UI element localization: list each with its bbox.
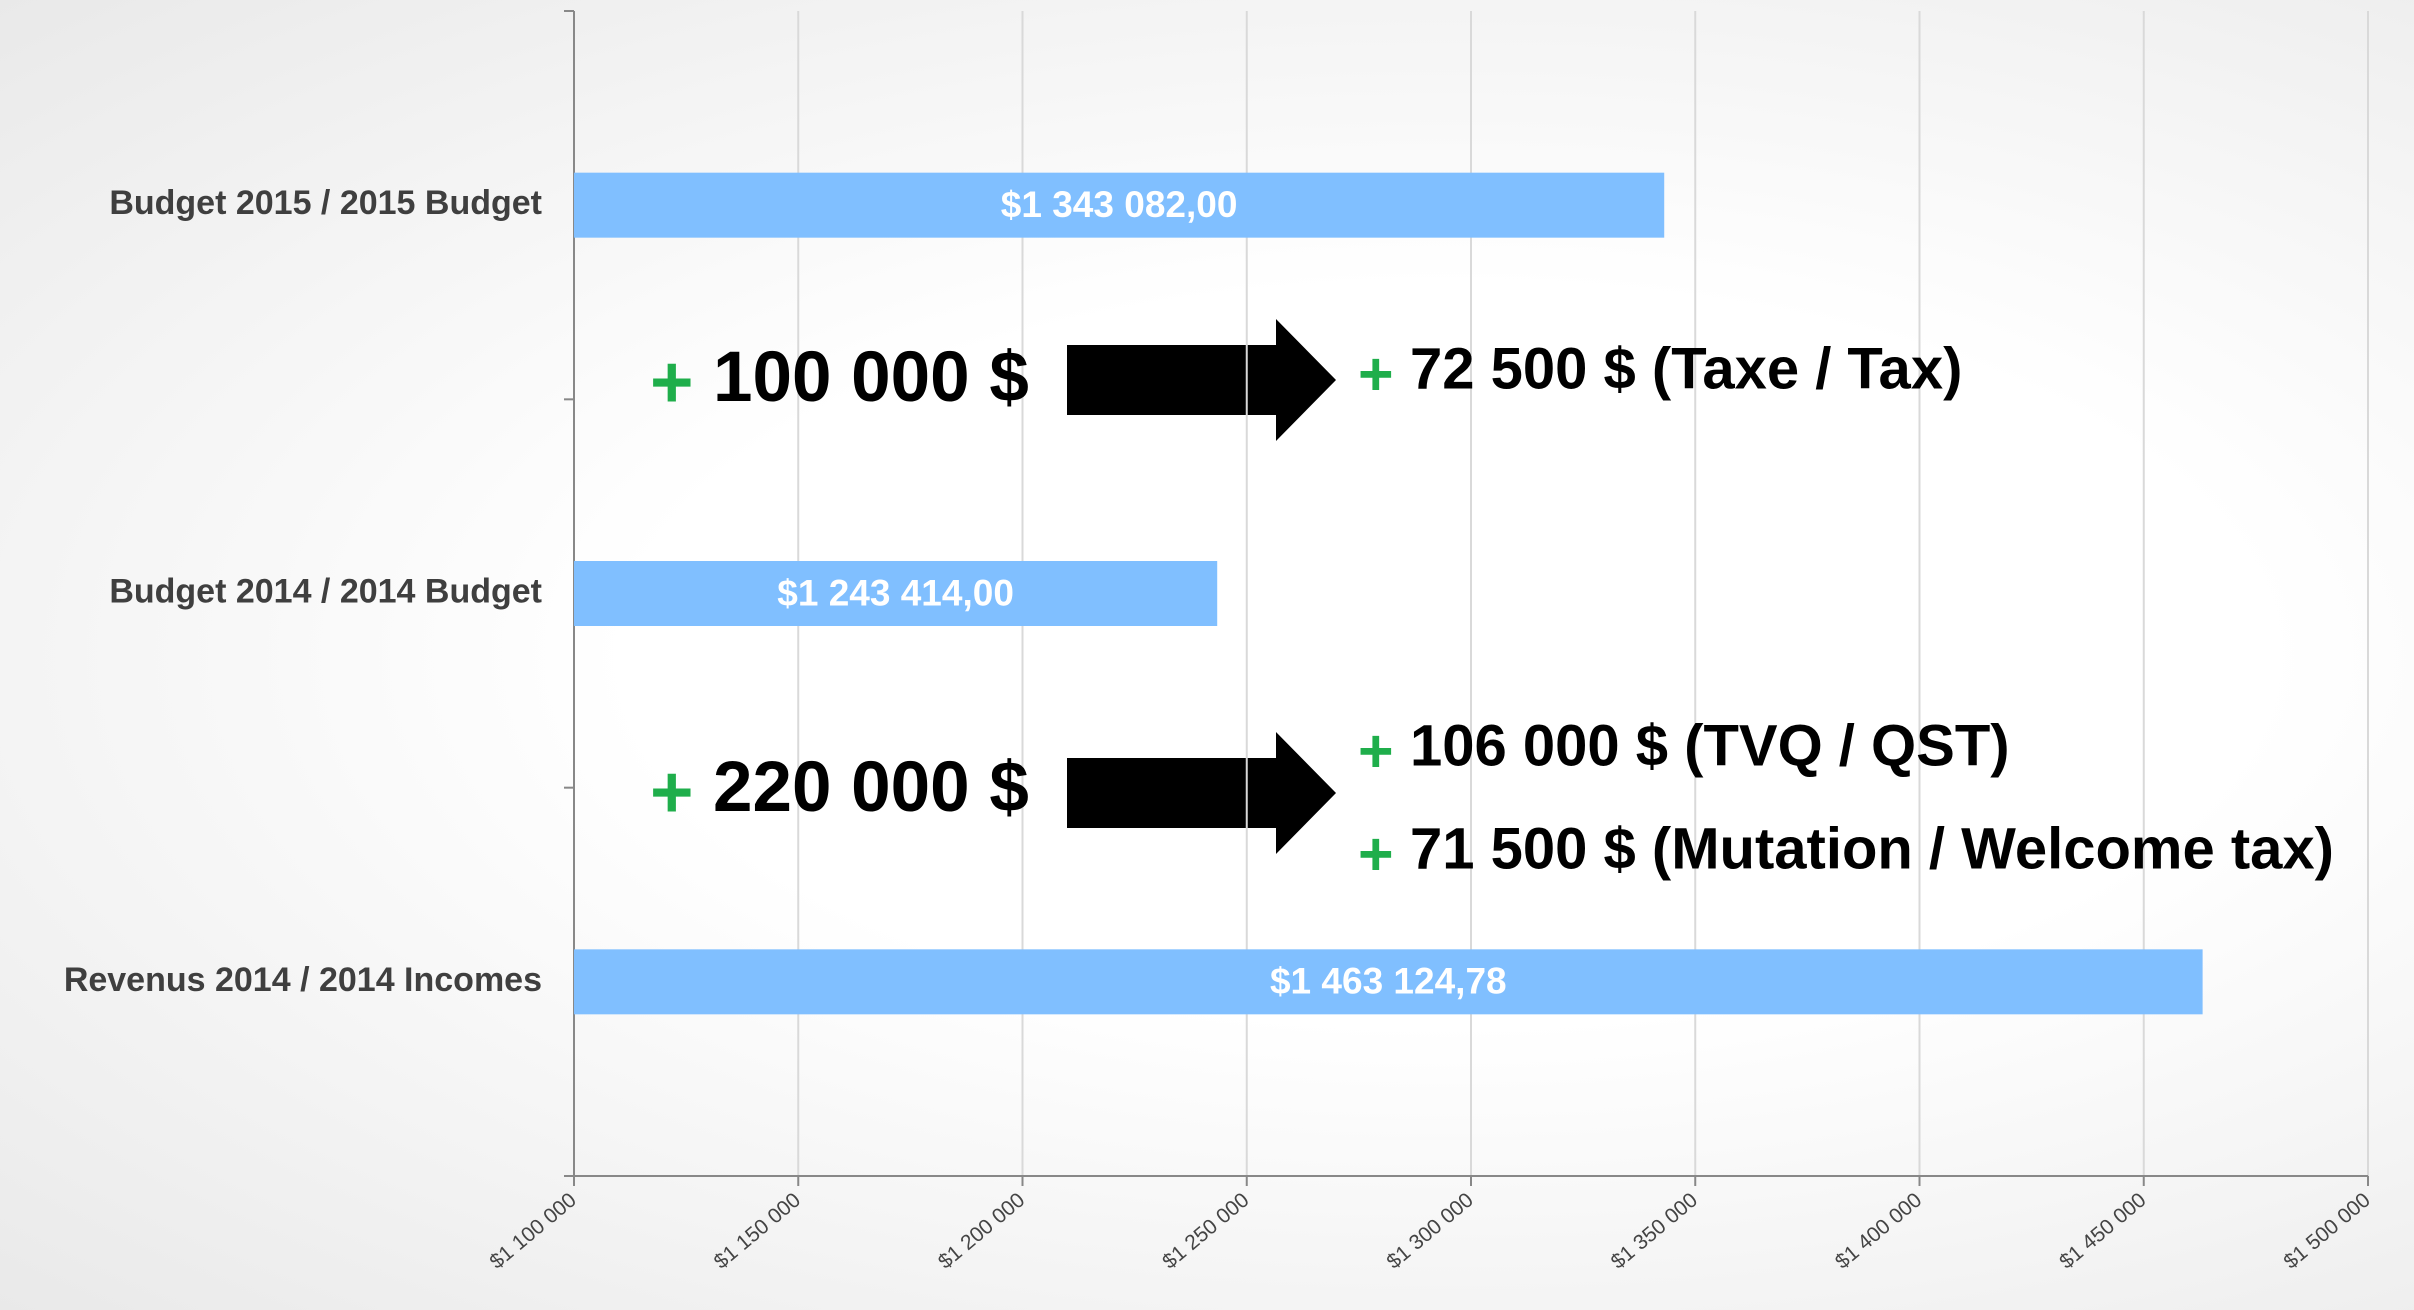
arrow [1067, 732, 1336, 854]
x-tick-label: $1 450 000 [2055, 1188, 2150, 1273]
annotation: 72 500 $ (Taxe / Tax) [1410, 336, 1962, 401]
annotation-sign: + [1358, 717, 1394, 785]
bar [574, 561, 1218, 626]
x-tick-label: $1 200 000 [934, 1188, 1029, 1273]
x-tick-label: $1 250 000 [1158, 1188, 1253, 1273]
value-label: $1 463 124,78 [1270, 961, 1507, 1002]
x-tick-label: $1 500 000 [2279, 1188, 2374, 1273]
y-tick-label: Budget 2015 / 2015 Budget [109, 184, 542, 222]
x-tick-label: $1 150 000 [710, 1188, 805, 1273]
annotation-sign: + [650, 341, 694, 424]
y-tick-label: Budget 2014 / 2014 Budget [109, 572, 542, 610]
x-tick-label: $1 400 000 [1831, 1188, 1926, 1273]
x-tick-label: $1 350 000 [1607, 1188, 1702, 1273]
bar [574, 172, 1665, 238]
annotation: 100 000 $ [713, 338, 1029, 417]
x-tick-label: $1 100 000 [485, 1188, 580, 1273]
annotation: 71 500 $ (Mutation / Welcome tax) [1410, 816, 2334, 881]
annotation-sign: + [1358, 340, 1394, 408]
annotation-sign: + [650, 751, 694, 834]
value-label: $1 343 082,00 [1001, 184, 1238, 225]
arrow [1067, 319, 1336, 441]
y-tick-label: Revenus 2014 / 2014 Incomes [64, 961, 542, 999]
bar [574, 949, 2203, 1015]
annotation: 220 000 $ [713, 748, 1029, 827]
x-tick-label: $1 300 000 [1382, 1188, 1477, 1273]
annotation-sign: + [1358, 820, 1394, 888]
value-label: $1 243 414,00 [777, 572, 1014, 613]
annotation: 106 000 $ (TVQ / QST) [1410, 713, 2010, 778]
